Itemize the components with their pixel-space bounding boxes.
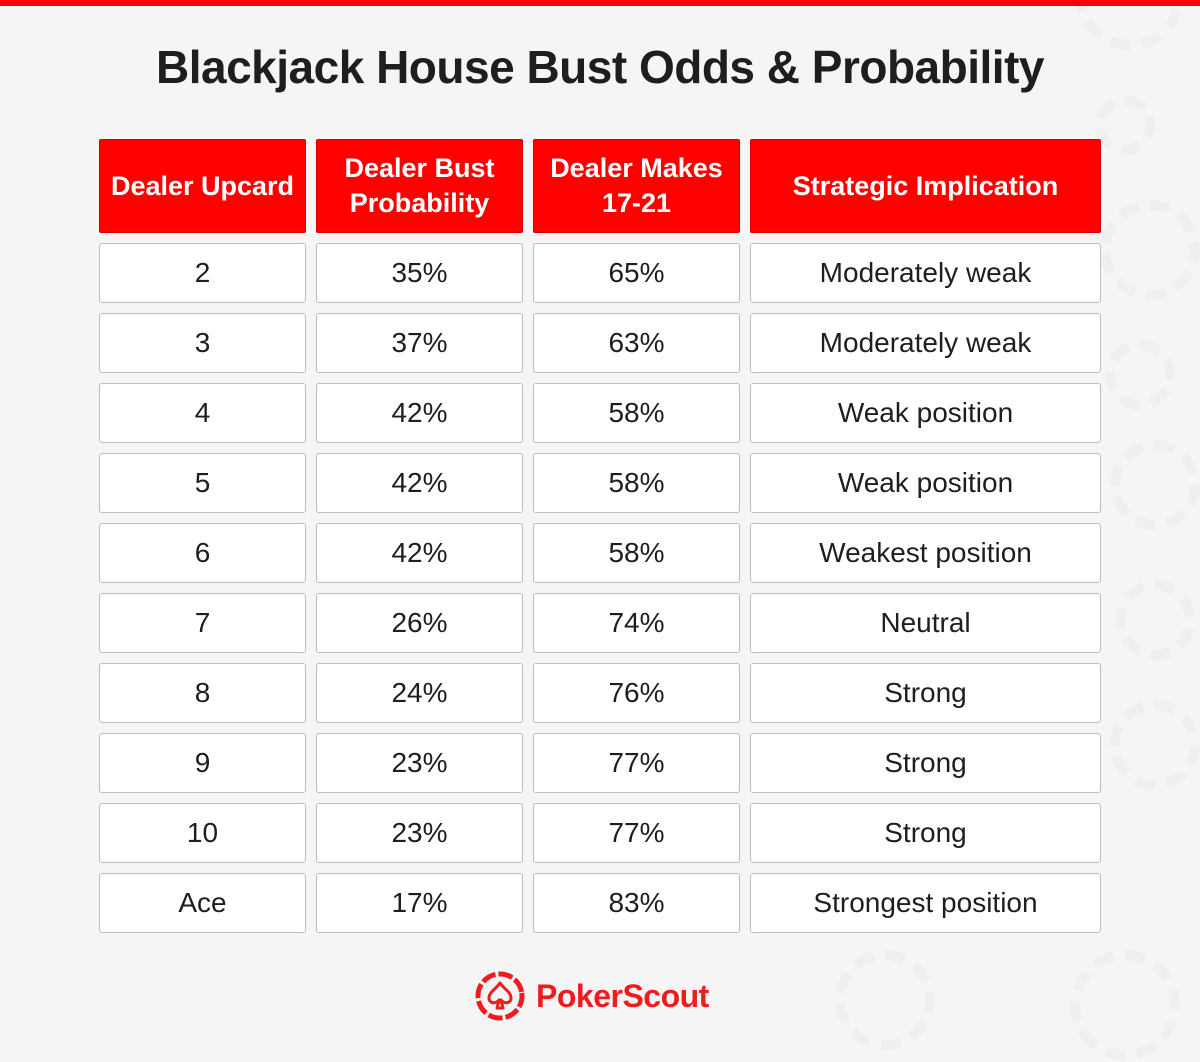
cell-upcard: 10 [99,803,306,863]
cell-makes-17-21: 65% [533,243,740,303]
logo-text: PokerScout [536,977,709,1014]
cell-strategic-implication: Moderately weak [750,313,1101,373]
cell-makes-17-21: 63% [533,313,740,373]
header-dealer-makes-17-21: Dealer Makes 17-21 [533,139,740,233]
cell-strategic-implication: Strongest position [750,873,1101,933]
background-chip-decoration [1105,340,1175,410]
cell-bust-probability: 35% [316,243,523,303]
cell-upcard: 7 [99,593,306,653]
cell-upcard: 4 [99,383,306,443]
header-dealer-bust-probability: Dealer Bust Probability [316,139,523,233]
cell-makes-17-21: 77% [533,733,740,793]
bust-odds-table: Dealer Upcard Dealer Bust Probability De… [99,139,1101,933]
background-chip-decoration [1110,440,1200,530]
cell-bust-probability: 37% [316,313,523,373]
cell-upcard: 9 [99,733,306,793]
pokerscout-logo: PokerScout [474,970,709,1022]
cell-upcard: 6 [99,523,306,583]
cell-makes-17-21: 58% [533,383,740,443]
cell-strategic-implication: Moderately weak [750,243,1101,303]
background-chip-decoration [1110,700,1200,790]
cell-upcard: 8 [99,663,306,723]
cell-strategic-implication: Weak position [750,383,1101,443]
background-chip-decoration [1115,580,1195,660]
cell-strategic-implication: Strong [750,663,1101,723]
cell-bust-probability: 42% [316,383,523,443]
background-chip-decoration [835,950,935,1050]
cell-strategic-implication: Weakest position [750,523,1101,583]
top-accent-bar [0,0,1200,6]
cell-bust-probability: 23% [316,733,523,793]
cell-makes-17-21: 58% [533,523,740,583]
cell-upcard: 5 [99,453,306,513]
cell-strategic-implication: Neutral [750,593,1101,653]
cell-makes-17-21: 83% [533,873,740,933]
poker-chip-spade-icon [474,970,526,1022]
cell-bust-probability: 42% [316,453,523,513]
cell-makes-17-21: 58% [533,453,740,513]
cell-makes-17-21: 76% [533,663,740,723]
background-chip-decoration [1100,200,1200,300]
cell-bust-probability: 24% [316,663,523,723]
background-chip-decoration [1070,950,1180,1060]
cell-strategic-implication: Weak position [750,453,1101,513]
cell-upcard: 2 [99,243,306,303]
header-strategic-implication: Strategic Implication [750,139,1101,233]
cell-strategic-implication: Strong [750,733,1101,793]
cell-makes-17-21: 74% [533,593,740,653]
header-dealer-upcard: Dealer Upcard [99,139,306,233]
page-title: Blackjack House Bust Odds & Probability [156,41,1044,93]
background-chip-decoration [1095,95,1155,155]
cell-bust-probability: 17% [316,873,523,933]
cell-bust-probability: 26% [316,593,523,653]
cell-upcard: 3 [99,313,306,373]
cell-bust-probability: 42% [316,523,523,583]
cell-upcard: Ace [99,873,306,933]
cell-bust-probability: 23% [316,803,523,863]
cell-strategic-implication: Strong [750,803,1101,863]
cell-makes-17-21: 77% [533,803,740,863]
